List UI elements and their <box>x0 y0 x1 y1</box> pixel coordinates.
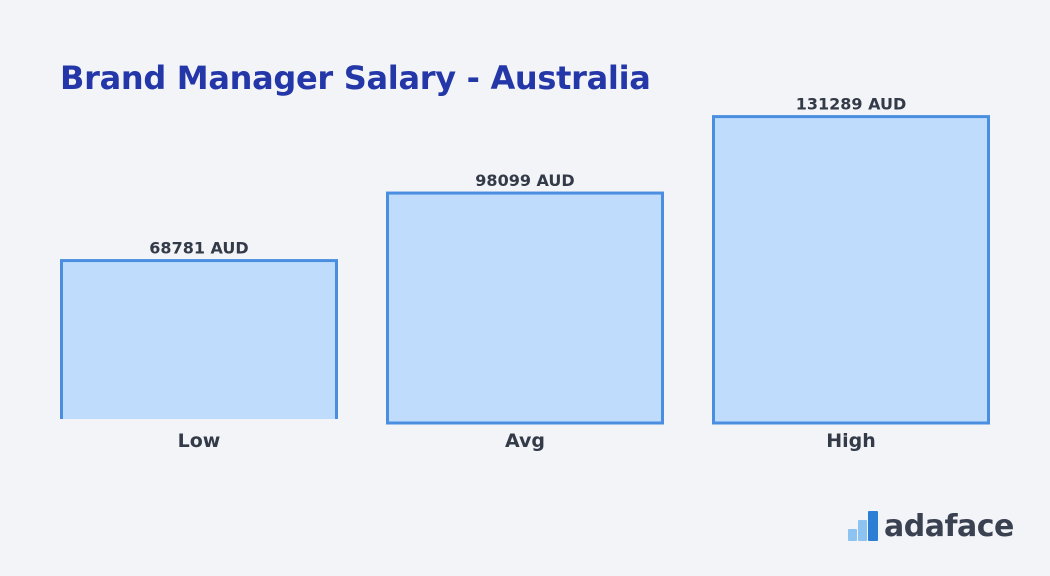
brand-logo: adaface <box>848 506 1014 546</box>
brand-name: adaface <box>884 508 1014 544</box>
category-label-high: High <box>826 430 876 452</box>
value-label-high: 131289 AUD <box>796 95 907 114</box>
chart-title: Brand Manager Salary - Australia <box>60 59 651 97</box>
bar-avg <box>386 191 664 425</box>
bar-high <box>712 115 990 425</box>
category-label-low: Low <box>178 430 221 452</box>
category-label-avg: Avg <box>505 430 545 452</box>
bar-low <box>60 259 338 425</box>
value-label-avg: 98099 AUD <box>475 171 574 190</box>
value-label-low: 68781 AUD <box>149 239 248 258</box>
adaface-logo-icon <box>848 511 878 541</box>
